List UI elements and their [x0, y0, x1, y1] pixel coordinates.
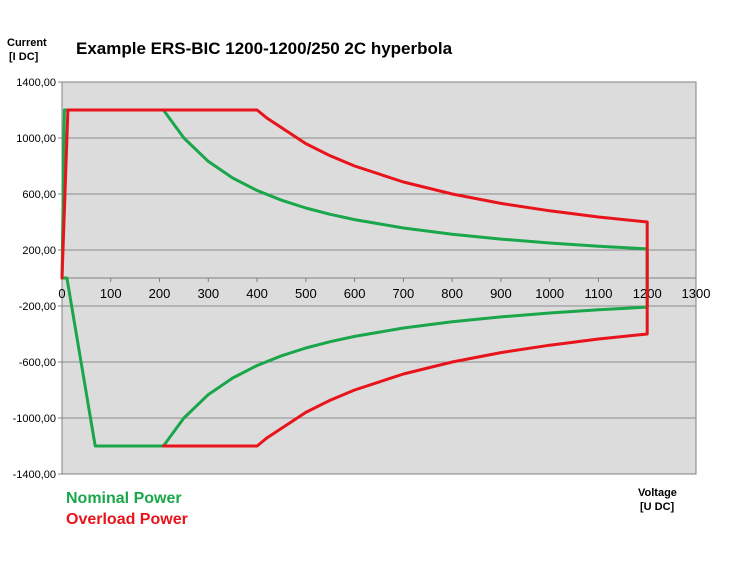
y-tick-labels: -1400,00 -1000,00 -600,00 -200,00 200,00 600,… — [13, 77, 56, 481]
y-tick-label: 200,00 — [22, 245, 56, 257]
y-tick-label: -1000,00 — [13, 413, 56, 425]
gridlines — [62, 137, 696, 419]
legend-entry-overload-power: Overload Power — [66, 511, 188, 528]
y-tick-label: 600,00 — [22, 189, 56, 201]
x-tick-label: 300 — [197, 286, 219, 301]
x-tick-label: 1100 — [584, 286, 612, 301]
x-tick-label: 400 — [246, 286, 268, 301]
y-tick-label: -200,00 — [19, 301, 56, 313]
y-tick-label: 1400,00 — [16, 77, 56, 89]
chart-title: Example ERS-BIC 1200-1200/250 2C hyperbo… — [76, 39, 453, 58]
x-tick-label: 700 — [393, 286, 415, 301]
x-tick-label: 0 — [58, 286, 65, 301]
x-tick-label: 500 — [295, 286, 317, 301]
series-line-overload-power — [60, 108, 649, 448]
y-tick-label: -1400,00 — [13, 469, 56, 481]
x-tick-label: 800 — [441, 286, 463, 301]
series-layer — [60, 108, 649, 448]
x-axis-label-line1: Voltage — [638, 487, 677, 499]
x-tick-label: 600 — [344, 286, 366, 301]
y-tick-label: -600,00 — [19, 357, 56, 369]
x-tick-label: 900 — [490, 286, 512, 301]
x-tick-labels: 0 100 200 300 400 500 600 700 800 900 1000 1100 1200… — [58, 286, 710, 301]
x-axis-label-line2: [U DC] — [640, 501, 675, 513]
x-tick-label: 1000 — [535, 286, 564, 301]
x-tick-label: 200 — [149, 286, 171, 301]
y-axis-label-line2: [I DC] — [9, 51, 39, 63]
y-axis-label-line1: Current — [7, 37, 47, 49]
x-tick-label: 100 — [100, 286, 122, 301]
legend-entry-nominal-power: Nominal Power — [66, 490, 182, 507]
y-tick-label: 1000,00 — [16, 133, 56, 145]
x-tick-label: 1300 — [682, 286, 711, 301]
